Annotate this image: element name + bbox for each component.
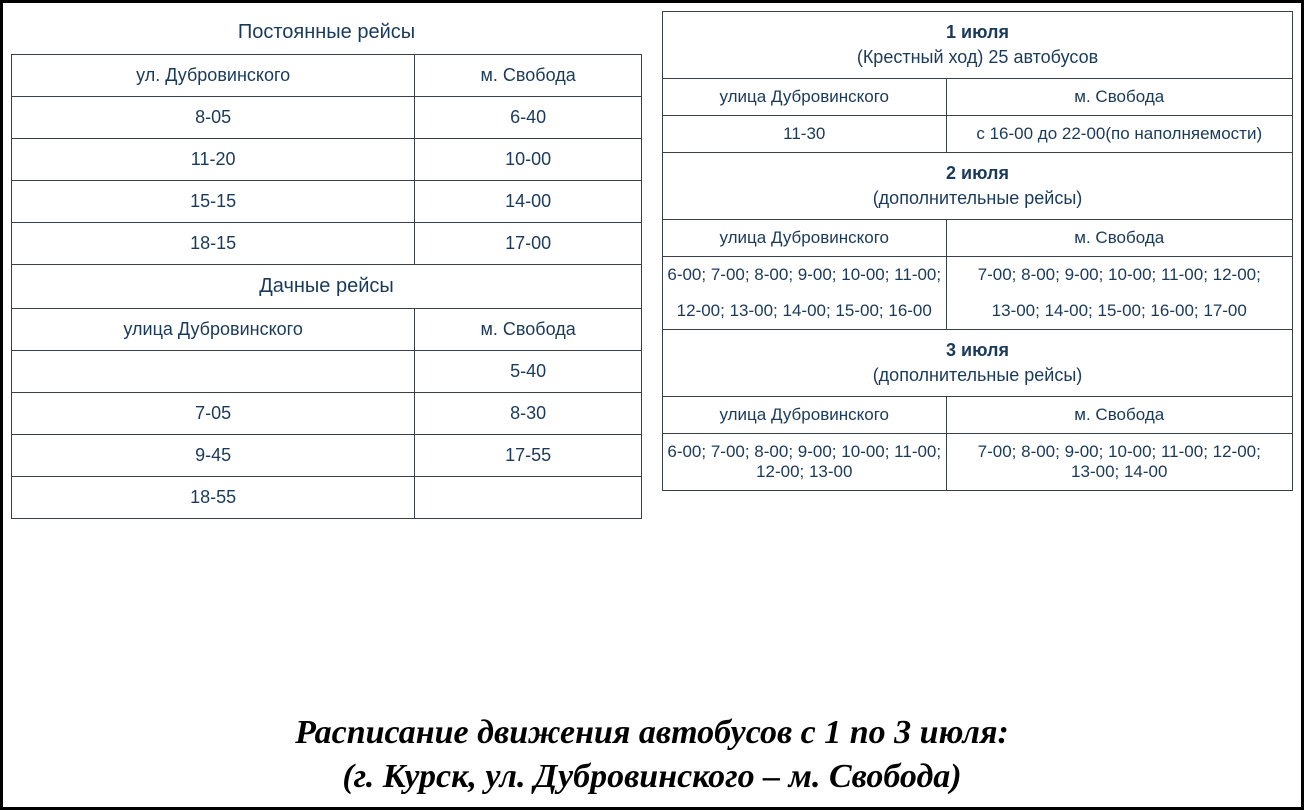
cell-line1: 7-00; 8-00; 9-00; 10-00; 11-00; 12-00; (978, 442, 1261, 461)
cell: 15-15 (12, 181, 415, 223)
table-row: 7-058-30 (12, 393, 642, 435)
left-column: Постоянные рейсы ул. Дубровинского м. Св… (11, 11, 642, 691)
cell: 14-00 (415, 181, 642, 223)
date-3-subtitle: (дополнительные рейсы) (663, 363, 1293, 397)
table-row: 18-55 (12, 477, 642, 519)
schedule-caption: Расписание движения автобусов с 1 по 3 и… (11, 711, 1293, 799)
cell: 6-00; 7-00; 8-00; 9-00; 10-00; 11-00; (663, 257, 947, 294)
date-1-title: 1 июля (663, 12, 1293, 46)
date-2-title: 2 июля (663, 153, 1293, 187)
table-row: 8-056-40 (12, 97, 642, 139)
cell: 7-00; 8-00; 9-00; 10-00; 11-00; 12-00; (946, 257, 1293, 294)
date-2-subtitle: (дополнительные рейсы) (663, 186, 1293, 220)
page-container: Постоянные рейсы ул. Дубровинского м. Св… (0, 0, 1304, 810)
table-row: 15-1514-00 (12, 181, 642, 223)
regular-trips-title: Постоянные рейсы (12, 11, 642, 55)
cell: 11-30 (663, 116, 947, 153)
d3-col2: м. Свобода (946, 397, 1293, 434)
d2-col2: м. Свобода (946, 220, 1293, 257)
dacha-trips-title: Дачные рейсы (12, 265, 642, 309)
tables-row: Постоянные рейсы ул. Дубровинского м. Св… (11, 11, 1293, 691)
cell-line2: 13-00; 14-00 (1071, 462, 1167, 481)
cell (415, 477, 642, 519)
col-header-dubrovinskogo: ул. Дубровинского (12, 55, 415, 97)
date-1-subtitle: (Крестный ход) 25 автобусов (663, 45, 1293, 79)
table-row: 9-4517-55 (12, 435, 642, 477)
cell: 5-40 (415, 351, 642, 393)
cell (12, 351, 415, 393)
cell: 8-05 (12, 97, 415, 139)
table-row: 11-2010-00 (12, 139, 642, 181)
date-3-title: 3 июля (663, 330, 1293, 364)
cell: 18-15 (12, 223, 415, 265)
cell: 17-55 (415, 435, 642, 477)
d1-col1: улица Дубровинского (663, 79, 947, 116)
left-table: Постоянные рейсы ул. Дубровинского м. Св… (11, 11, 642, 519)
cell: 9-45 (12, 435, 415, 477)
cell: 12-00; 13-00; 14-00; 15-00; 16-00 (663, 293, 947, 330)
cell: с 16-00 до 22-00(по наполняемости) (946, 116, 1293, 153)
cell: 6-40 (415, 97, 642, 139)
right-table: 1 июля (Крестный ход) 25 автобусов улица… (662, 11, 1293, 491)
caption-line-2: (г. Курск, ул. Дубровинского – м. Свобод… (342, 758, 961, 795)
cell: 18-55 (12, 477, 415, 519)
cell: 7-00; 8-00; 9-00; 10-00; 11-00; 12-00; 1… (946, 434, 1293, 491)
d3-col1: улица Дубровинского (663, 397, 947, 434)
cell: 6-00; 7-00; 8-00; 9-00; 10-00; 11-00; 12… (663, 434, 947, 491)
d1-col2: м. Свобода (946, 79, 1293, 116)
table-row: 18-1517-00 (12, 223, 642, 265)
cell: 13-00; 14-00; 15-00; 16-00; 17-00 (946, 293, 1293, 330)
cell: 17-00 (415, 223, 642, 265)
col-header-svoboda-2: м. Свобода (415, 309, 642, 351)
table-row: 5-40 (12, 351, 642, 393)
right-column: 1 июля (Крестный ход) 25 автобусов улица… (662, 11, 1293, 691)
cell: 7-05 (12, 393, 415, 435)
cell: 8-30 (415, 393, 642, 435)
col-header-dubrovinskogo-2: улица Дубровинского (12, 309, 415, 351)
cell: 11-20 (12, 139, 415, 181)
cell: 10-00 (415, 139, 642, 181)
caption-line-1: Расписание движения автобусов с 1 по 3 и… (295, 714, 1009, 751)
d2-col1: улица Дубровинского (663, 220, 947, 257)
col-header-svoboda: м. Свобода (415, 55, 642, 97)
